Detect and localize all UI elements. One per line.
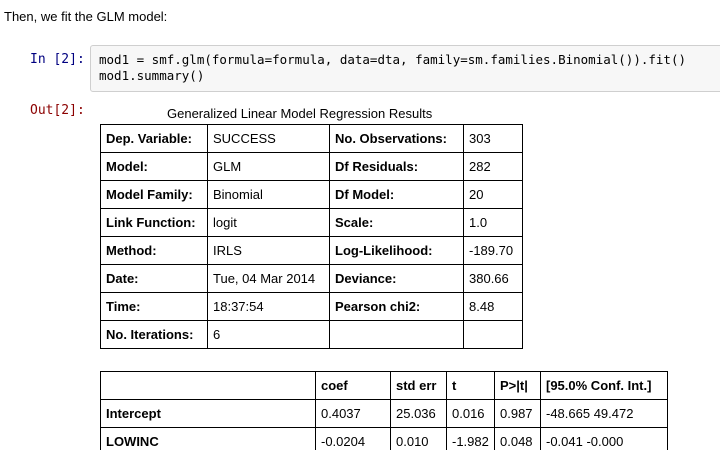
table-cell: 0.4037 — [315, 399, 391, 428]
table-cell: Time: — [100, 292, 208, 321]
table-cell: Link Function: — [100, 208, 208, 237]
code-line: mod1.summary() — [99, 68, 205, 83]
table-row: Intercept 0.4037 25.036 0.016 0.987 -48.665 4… — [100, 399, 668, 428]
table-cell: Method: — [100, 236, 208, 265]
input-prompt: In [2]: — [30, 52, 85, 67]
coefficient-table: coef std err t P>|t| [95.0% Conf. Int.] Inter… — [100, 371, 668, 450]
table-cell: No. Iterations: — [100, 320, 208, 349]
table-cell: 25.036 — [390, 399, 447, 428]
table-cell: Scale: — [329, 208, 464, 237]
table-cell: 8.48 — [463, 292, 523, 321]
summary-table: Dep. Variable: SUCCESS No. Observations: 30… — [100, 124, 523, 349]
table-cell: Tue, 04 Mar 2014 — [207, 264, 330, 293]
column-header: t — [446, 371, 495, 400]
table-cell: 20 — [463, 180, 523, 209]
table-cell: SUCCESS — [207, 124, 330, 153]
table-cell: -0.0204 — [315, 427, 391, 450]
table-cell: 0.987 — [494, 399, 541, 428]
table-cell — [329, 320, 464, 349]
table-cell: 282 — [463, 152, 523, 181]
table-row: Time: 18:37:54 Pearson chi2: 8.48 — [100, 292, 523, 321]
table-cell: 6 — [207, 320, 330, 349]
output-prompt: Out[2]: — [30, 103, 85, 118]
column-header: std err — [390, 371, 447, 400]
column-header: [95.0% Conf. Int.] — [540, 371, 668, 400]
table-cell: 0.048 — [494, 427, 541, 450]
summary-title: Generalized Linear Model Regression Resu… — [100, 106, 622, 121]
table-cell: GLM — [207, 152, 330, 181]
column-header: P>|t| — [494, 371, 541, 400]
table-row: Link Function: logit Scale: 1.0 — [100, 208, 523, 237]
table-cell: IRLS — [207, 236, 330, 265]
table-cell: Binomial — [207, 180, 330, 209]
table-cell: -1.982 — [446, 427, 495, 450]
table-cell — [463, 320, 523, 349]
table-cell: 380.66 — [463, 264, 523, 293]
table-cell: 303 — [463, 124, 523, 153]
table-cell: -189.70 — [463, 236, 523, 265]
table-cell: Deviance: — [329, 264, 464, 293]
column-header: coef — [315, 371, 391, 400]
table-row: Dep. Variable: SUCCESS No. Observations: 30… — [100, 124, 523, 153]
table-cell: 0.016 — [446, 399, 495, 428]
table-cell: logit — [207, 208, 330, 237]
table-header-row: coef std err t P>|t| [95.0% Conf. Int.] — [100, 371, 668, 400]
table-cell: 1.0 — [463, 208, 523, 237]
code-line: mod1 = smf.glm(formula=formula, data=dta… — [99, 52, 686, 67]
table-cell: LOWINC — [100, 427, 316, 450]
table-row: Model Family: Binomial Df Model: 20 — [100, 180, 523, 209]
table-cell: Model Family: — [100, 180, 208, 209]
table-row: No. Iterations: 6 — [100, 320, 523, 349]
table-cell: Intercept — [100, 399, 316, 428]
table-cell: -0.041 -0.000 — [540, 427, 668, 450]
table-cell: Df Model: — [329, 180, 464, 209]
table-cell: Date: — [100, 264, 208, 293]
table-cell: Dep. Variable: — [100, 124, 208, 153]
markdown-text: Then, we fit the GLM model: — [4, 9, 168, 24]
table-cell: Model: — [100, 152, 208, 181]
table-row: LOWINC -0.0204 0.010 -1.982 0.048 -0.041 -0.0… — [100, 427, 668, 450]
table-cell: Log-Likelihood: — [329, 236, 464, 265]
table-cell: -48.665 49.472 — [540, 399, 668, 428]
summary-title-text: Generalized Linear Model Regression Resu… — [167, 106, 433, 121]
table-cell: 18:37:54 — [207, 292, 330, 321]
table-cell: 0.010 — [390, 427, 447, 450]
code-cell-input[interactable]: mod1 = smf.glm(formula=formula, data=dta… — [90, 45, 720, 92]
table-cell: No. Observations: — [329, 124, 464, 153]
table-cell: Df Residuals: — [329, 152, 464, 181]
table-row: Date: Tue, 04 Mar 2014 Deviance: 380.66 — [100, 264, 523, 293]
table-row: Model: GLM Df Residuals: 282 — [100, 152, 523, 181]
table-row: Method: IRLS Log-Likelihood: -189.70 — [100, 236, 523, 265]
column-header — [100, 371, 316, 400]
table-cell: Pearson chi2: — [329, 292, 464, 321]
